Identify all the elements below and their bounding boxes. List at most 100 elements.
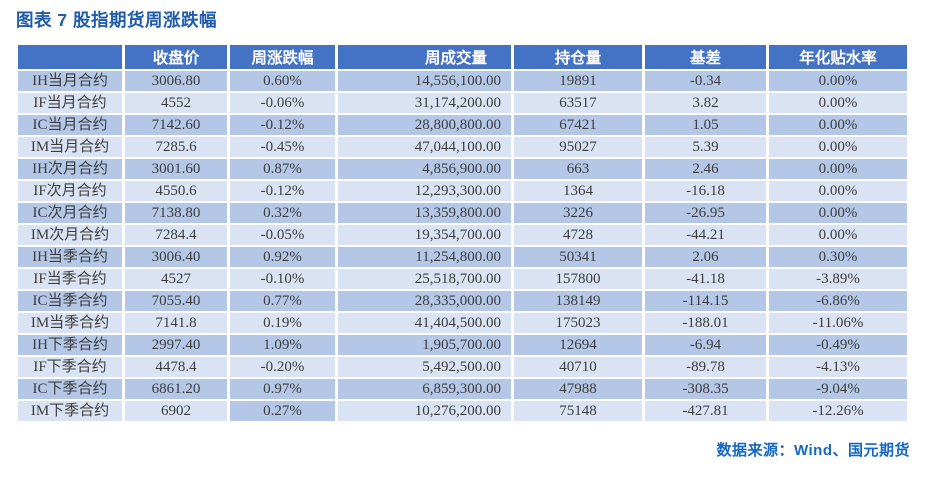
futures-table: 收盘价 周涨跌幅 周成交量 持仓量 基差 年化贴水率 IH当月合约 3006.80 0.60%…	[15, 43, 910, 423]
cell-basis: -188.01	[645, 313, 766, 333]
row-label: IC下季合约	[18, 379, 122, 399]
row-label: IM当季合约	[18, 313, 122, 333]
cell-weekly-volume: 1,905,700.00	[338, 335, 511, 355]
cell-weekly-change: 0.19%	[230, 313, 335, 333]
figure-title: 图表 7 股指期货周涨跌幅	[16, 10, 217, 30]
cell-basis: 1.05	[645, 115, 766, 135]
cell-annualized-discount-rate: -9.04%	[769, 379, 907, 399]
corner-header-cell	[18, 45, 122, 69]
cell-close-price: 7284.4	[125, 225, 227, 245]
cell-basis: 2.46	[645, 159, 766, 179]
cell-basis: -41.18	[645, 269, 766, 289]
cell-open-interest: 95027	[514, 137, 642, 157]
cell-open-interest: 1364	[514, 181, 642, 201]
cell-open-interest: 4728	[514, 225, 642, 245]
cell-basis: -427.81	[645, 401, 766, 421]
cell-annualized-discount-rate: 0.00%	[769, 203, 907, 223]
cell-weekly-volume: 14,556,100.00	[338, 71, 511, 91]
cell-close-price: 4478.4	[125, 357, 227, 377]
cell-weekly-change: 0.77%	[230, 291, 335, 311]
row-label: IF当季合约	[18, 269, 122, 289]
cell-close-price: 7141.8	[125, 313, 227, 333]
cell-open-interest: 663	[514, 159, 642, 179]
cell-annualized-discount-rate: 0.30%	[769, 247, 907, 267]
data-source-note: 数据来源：Wind、国元期货	[716, 442, 910, 459]
table-row: IH次月合约 3001.60 0.87% 4,856,900.00 663 2.46 0.0…	[18, 159, 907, 179]
cell-open-interest: 3226	[514, 203, 642, 223]
cell-open-interest: 175023	[514, 313, 642, 333]
cell-weekly-volume: 12,293,300.00	[338, 181, 511, 201]
cell-weekly-change: -0.06%	[230, 93, 335, 113]
cell-weekly-change: 0.60%	[230, 71, 335, 91]
cell-annualized-discount-rate: 0.00%	[769, 181, 907, 201]
column-header-annualized-discount-rate: 年化贴水率	[769, 45, 907, 69]
table-header: 收盘价 周涨跌幅 周成交量 持仓量 基差 年化贴水率	[18, 45, 907, 69]
cell-close-price: 3006.80	[125, 71, 227, 91]
cell-close-price: 3001.60	[125, 159, 227, 179]
table-row: IF当季合约 4527 -0.10% 25,518,700.00 157800 -41.1…	[18, 269, 907, 289]
cell-weekly-change: -0.20%	[230, 357, 335, 377]
cell-basis: -0.34	[645, 71, 766, 91]
cell-annualized-discount-rate: -6.86%	[769, 291, 907, 311]
table-row: IM当季合约 7141.8 0.19% 41,404,500.00 175023 -188…	[18, 313, 907, 333]
cell-basis: -308.35	[645, 379, 766, 399]
cell-annualized-discount-rate: 0.00%	[769, 93, 907, 113]
cell-basis: -26.95	[645, 203, 766, 223]
cell-annualized-discount-rate: -12.26%	[769, 401, 907, 421]
cell-annualized-discount-rate: 0.00%	[769, 71, 907, 91]
cell-weekly-volume: 31,174,200.00	[338, 93, 511, 113]
cell-close-price: 7142.60	[125, 115, 227, 135]
table-row: IF次月合约 4550.6 -0.12% 12,293,300.00 1364 -16.1…	[18, 181, 907, 201]
cell-open-interest: 75148	[514, 401, 642, 421]
cell-weekly-volume: 11,254,800.00	[338, 247, 511, 267]
cell-weekly-change: 1.09%	[230, 335, 335, 355]
cell-weekly-change: 0.87%	[230, 159, 335, 179]
cell-open-interest: 19891	[514, 71, 642, 91]
cell-basis: 2.06	[645, 247, 766, 267]
cell-annualized-discount-rate: 0.00%	[769, 137, 907, 157]
row-label: IM次月合约	[18, 225, 122, 245]
cell-weekly-change: 0.92%	[230, 247, 335, 267]
cell-weekly-volume: 28,800,800.00	[338, 115, 511, 135]
cell-weekly-change: -0.05%	[230, 225, 335, 245]
cell-annualized-discount-rate: 0.00%	[769, 115, 907, 135]
cell-annualized-discount-rate: -4.13%	[769, 357, 907, 377]
table-body: IH当月合约 3006.80 0.60% 14,556,100.00 19891 -0.3…	[18, 71, 907, 421]
cell-weekly-volume: 10,276,200.00	[338, 401, 511, 421]
cell-basis: -6.94	[645, 335, 766, 355]
cell-close-price: 3006.40	[125, 247, 227, 267]
table-row: IC当季合约 7055.40 0.77% 28,335,000.00 138149 -11…	[18, 291, 907, 311]
row-label: IM下季合约	[18, 401, 122, 421]
row-label: IM当月合约	[18, 137, 122, 157]
column-header-basis: 基差	[645, 45, 766, 69]
table-row: IC当月合约 7142.60 -0.12% 28,800,800.00 67421 1.0…	[18, 115, 907, 135]
cell-open-interest: 63517	[514, 93, 642, 113]
cell-close-price: 6861.20	[125, 379, 227, 399]
cell-weekly-change: 0.97%	[230, 379, 335, 399]
cell-close-price: 6902	[125, 401, 227, 421]
cell-annualized-discount-rate: -11.06%	[769, 313, 907, 333]
cell-close-price: 4527	[125, 269, 227, 289]
cell-open-interest: 12694	[514, 335, 642, 355]
column-header-open-interest: 持仓量	[514, 45, 642, 69]
cell-basis: -16.18	[645, 181, 766, 201]
cell-weekly-change: -0.12%	[230, 115, 335, 135]
cell-basis: 5.39	[645, 137, 766, 157]
row-label: IH当季合约	[18, 247, 122, 267]
cell-annualized-discount-rate: 0.00%	[769, 159, 907, 179]
column-header-weekly-volume: 周成交量	[338, 45, 511, 69]
cell-close-price: 7285.6	[125, 137, 227, 157]
cell-close-price: 7055.40	[125, 291, 227, 311]
cell-weekly-volume: 19,354,700.00	[338, 225, 511, 245]
cell-weekly-change: 0.32%	[230, 203, 335, 223]
table-row: IC次月合约 7138.80 0.32% 13,359,800.00 3226 -26.9…	[18, 203, 907, 223]
table-row: IC下季合约 6861.20 0.97% 6,859,300.00 47988 -308.…	[18, 379, 907, 399]
cell-close-price: 7138.80	[125, 203, 227, 223]
cell-weekly-volume: 6,859,300.00	[338, 379, 511, 399]
row-label: IF次月合约	[18, 181, 122, 201]
column-header-close-price: 收盘价	[125, 45, 227, 69]
column-header-weekly-change: 周涨跌幅	[230, 45, 335, 69]
cell-weekly-volume: 47,044,100.00	[338, 137, 511, 157]
cell-open-interest: 67421	[514, 115, 642, 135]
